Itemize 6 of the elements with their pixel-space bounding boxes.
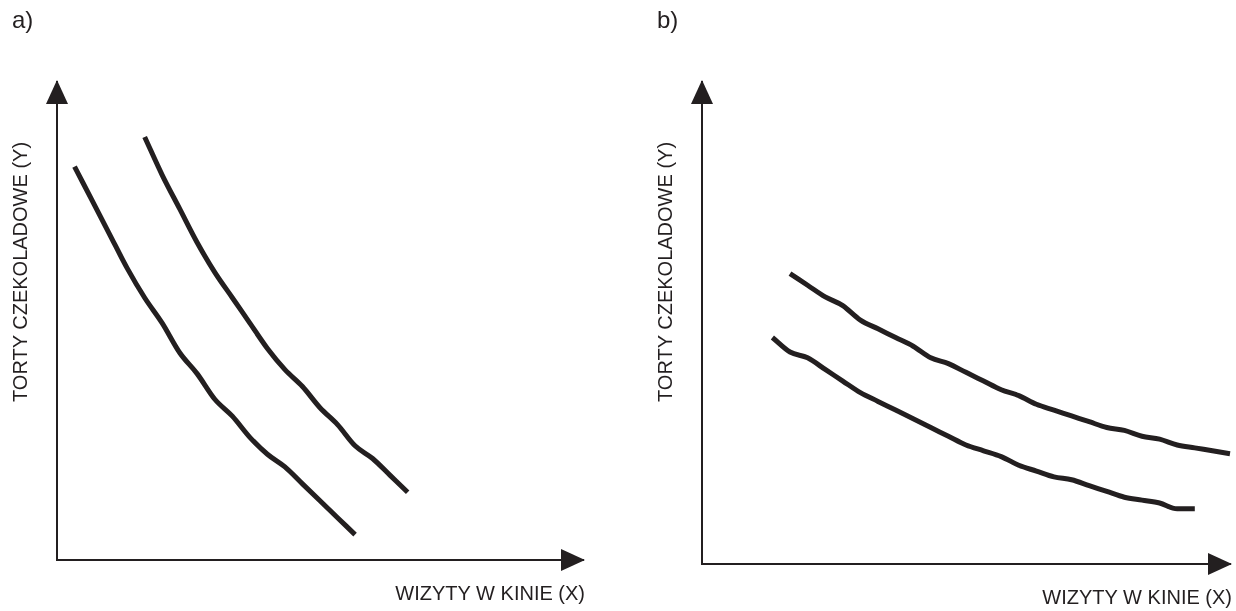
x-axis-title: WIZYTY W KINIE (X)	[395, 582, 585, 605]
chart-title: a)	[12, 6, 34, 34]
chart-title: b)	[657, 6, 679, 34]
y-axis-title: TORTY CZEKOLADOWE (Y)	[9, 141, 32, 402]
y-axis-title: TORTY CZEKOLADOWE (Y)	[654, 141, 677, 402]
x-axis-title: WIZYTY W KINIE (X)	[1042, 586, 1232, 609]
